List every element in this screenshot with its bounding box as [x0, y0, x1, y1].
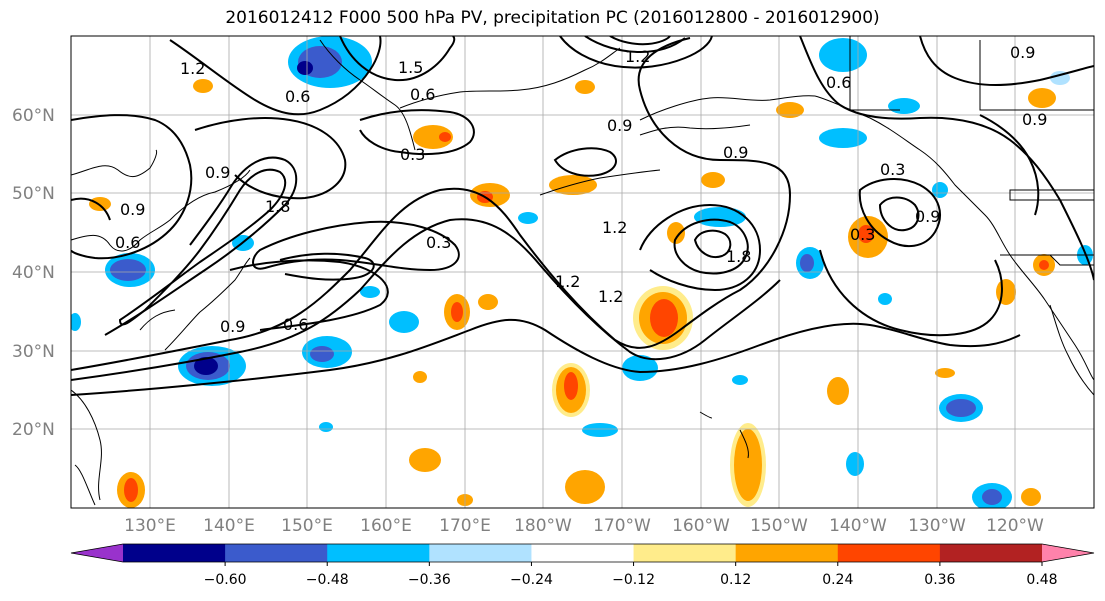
contour-label: 0.3 — [426, 233, 451, 252]
lon-label: 140°W — [829, 516, 887, 536]
colorbar-extend-min — [71, 544, 123, 562]
colorbar-tick-label: −0.60 — [204, 572, 247, 588]
contour-label: 0.9 — [915, 207, 940, 226]
lon-label: 180°W — [514, 516, 572, 536]
contour-label: 1.2 — [180, 59, 205, 78]
colorbar-tick-label: 0.36 — [924, 572, 955, 588]
colorbar-cell — [225, 544, 328, 562]
map-frame — [70, 35, 1095, 509]
lon-label: 150°W — [750, 516, 808, 536]
precip-positive-shading — [89, 79, 1056, 508]
contour-label: 0.9 — [220, 317, 245, 336]
colorbar-cell — [123, 544, 226, 562]
colorbar-cells — [70, 543, 1095, 563]
contour-label: 0.3 — [880, 160, 905, 179]
contour-labels: 1.2 1.5 0.6 0.9 0.3 1.8 0.6 0.9 1.2 1.2 … — [115, 43, 1047, 336]
pv-contours — [71, 36, 1094, 396]
lat-label: 60°N — [12, 106, 55, 126]
contour-label: 0.6 — [285, 87, 310, 106]
colorbar-cell — [735, 544, 839, 562]
lon-label: 160°E — [360, 516, 412, 536]
lon-label: 150°E — [281, 516, 333, 536]
colorbar-cell — [531, 544, 635, 562]
colorbar-cell — [429, 544, 532, 562]
lat-axis: 60°N 50°N 40°N 30°N 20°N — [12, 106, 55, 440]
map-body: 1.2 1.5 0.6 0.9 0.3 1.8 0.6 0.9 1.2 1.2 … — [71, 36, 1094, 508]
colorbar-tick-label: −0.48 — [306, 572, 349, 588]
colorbar-cell — [327, 544, 430, 562]
colorbar-tick-label: −0.36 — [408, 572, 451, 588]
colorbar-cell — [939, 544, 1043, 562]
contour-label: 0.9 — [607, 116, 632, 135]
lon-axis: 130°E 140°E 150°E 160°E 170°E 180°W 170°… — [124, 516, 1044, 536]
contour-label: 0.6 — [826, 73, 851, 92]
contour-label: 0.9 — [120, 200, 145, 219]
contour-label: 0.6 — [283, 315, 308, 334]
colorbar-tick-label: 0.48 — [1026, 572, 1057, 588]
map-title: 2016012412 F000 500 hPa PV, precipitatio… — [225, 8, 880, 28]
contour-label: 1.2 — [602, 218, 627, 237]
contour-label: 0.9 — [723, 143, 748, 162]
contour-label: 0.3 — [400, 145, 425, 164]
contour-label: 1.8 — [265, 197, 290, 216]
colorbar-cell — [633, 544, 737, 562]
lon-label: 140°E — [203, 516, 255, 536]
lon-label: 160°W — [672, 516, 730, 536]
colorbar-tick-label: −0.12 — [612, 572, 655, 588]
lat-label: 30°N — [12, 342, 55, 362]
lon-label: 120°W — [986, 516, 1044, 536]
contour-label: 0.6 — [410, 85, 435, 104]
lon-label: 170°W — [593, 516, 651, 536]
contour-label: 0.6 — [115, 233, 140, 252]
coastlines — [71, 36, 1094, 506]
graticule — [71, 36, 1094, 508]
colorbar-ticks: −0.60 −0.48 −0.36 −0.24 −0.12 0.12 0.24 0.36 0.4… — [204, 562, 1058, 588]
colorbar: −0.60 −0.48 −0.36 −0.24 −0.12 0.12 0.24 0.36 0.4… — [70, 543, 1095, 588]
contour-label: 1.8 — [726, 247, 751, 266]
contour-label: 1.2 — [625, 47, 650, 66]
lon-label: 130°W — [908, 516, 966, 536]
colorbar-cell — [837, 544, 941, 562]
contour-label: 0.9 — [1022, 110, 1047, 129]
colorbar-tick-label: 0.12 — [720, 572, 751, 588]
colorbar-tick-label: −0.24 — [510, 572, 553, 588]
precip-negative-shading — [71, 36, 1093, 508]
contour-label: 1.5 — [398, 58, 423, 77]
colorbar-outline — [70, 543, 1095, 563]
contour-label: 1.2 — [598, 287, 623, 306]
contour-label: 1.2 — [555, 272, 580, 291]
lat-label: 20°N — [12, 420, 55, 440]
contour-label: 0.9 — [205, 163, 230, 182]
lat-label: 50°N — [12, 184, 55, 204]
lon-label: 170°E — [439, 516, 491, 536]
colorbar-extend-max — [1042, 544, 1094, 562]
contour-label: 0.9 — [1010, 43, 1035, 62]
contour-label: 0.3 — [850, 225, 875, 244]
lon-label: 130°E — [124, 516, 176, 536]
colorbar-tick-label: 0.24 — [822, 572, 853, 588]
lat-label: 40°N — [12, 263, 55, 283]
